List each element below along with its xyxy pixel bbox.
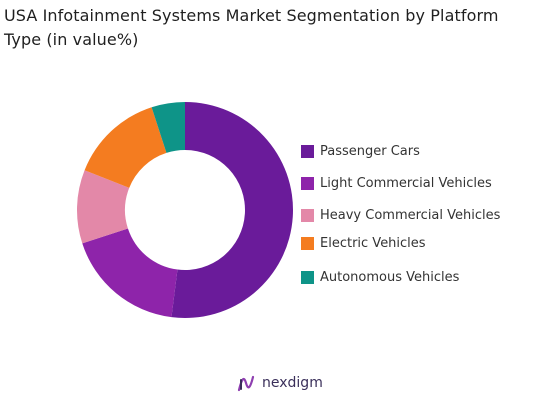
donut-slice-light-commercial-vehicles bbox=[82, 228, 178, 318]
legend-swatch bbox=[301, 208, 314, 222]
chart-title: USA Infotainment Systems Market Segmenta… bbox=[4, 4, 552, 52]
brand-name: nexdigm bbox=[262, 375, 323, 391]
legend-item: Electric Vehicles bbox=[301, 233, 426, 253]
legend-item: Heavy Commercial Vehicles bbox=[301, 205, 500, 225]
legend-label: Heavy Commercial Vehicles bbox=[320, 207, 501, 223]
legend-label: Electric Vehicles bbox=[320, 235, 426, 251]
legend-swatch bbox=[301, 236, 314, 250]
donut-slice-heavy-commercial-vehicles bbox=[76, 170, 130, 244]
legend-swatch bbox=[301, 176, 314, 190]
legend-swatch bbox=[301, 270, 314, 284]
legend-label: Passenger Cars bbox=[320, 143, 420, 159]
legend-item: Light Commercial Vehicles bbox=[301, 173, 492, 193]
legend-item: Passenger Cars bbox=[301, 141, 420, 161]
chart-title-line-1: USA Infotainment Systems Market Segmenta… bbox=[4, 6, 499, 25]
legend-label: Autonomous Vehicles bbox=[320, 269, 460, 285]
legend-item: Autonomous Vehicles bbox=[301, 267, 459, 287]
donut-slice-passenger-cars bbox=[171, 102, 294, 318]
nexdigm-logo-icon bbox=[237, 375, 255, 392]
donut-slice-electric-vehicles bbox=[84, 107, 167, 188]
chart-title-line-2: Type (in value%) bbox=[4, 30, 139, 49]
brand-logo: nexdigm bbox=[236, 371, 323, 395]
legend-label: Light Commercial Vehicles bbox=[320, 175, 492, 191]
donut-slice-autonomous-vehicles bbox=[151, 102, 185, 153]
legend-swatch bbox=[301, 144, 314, 158]
